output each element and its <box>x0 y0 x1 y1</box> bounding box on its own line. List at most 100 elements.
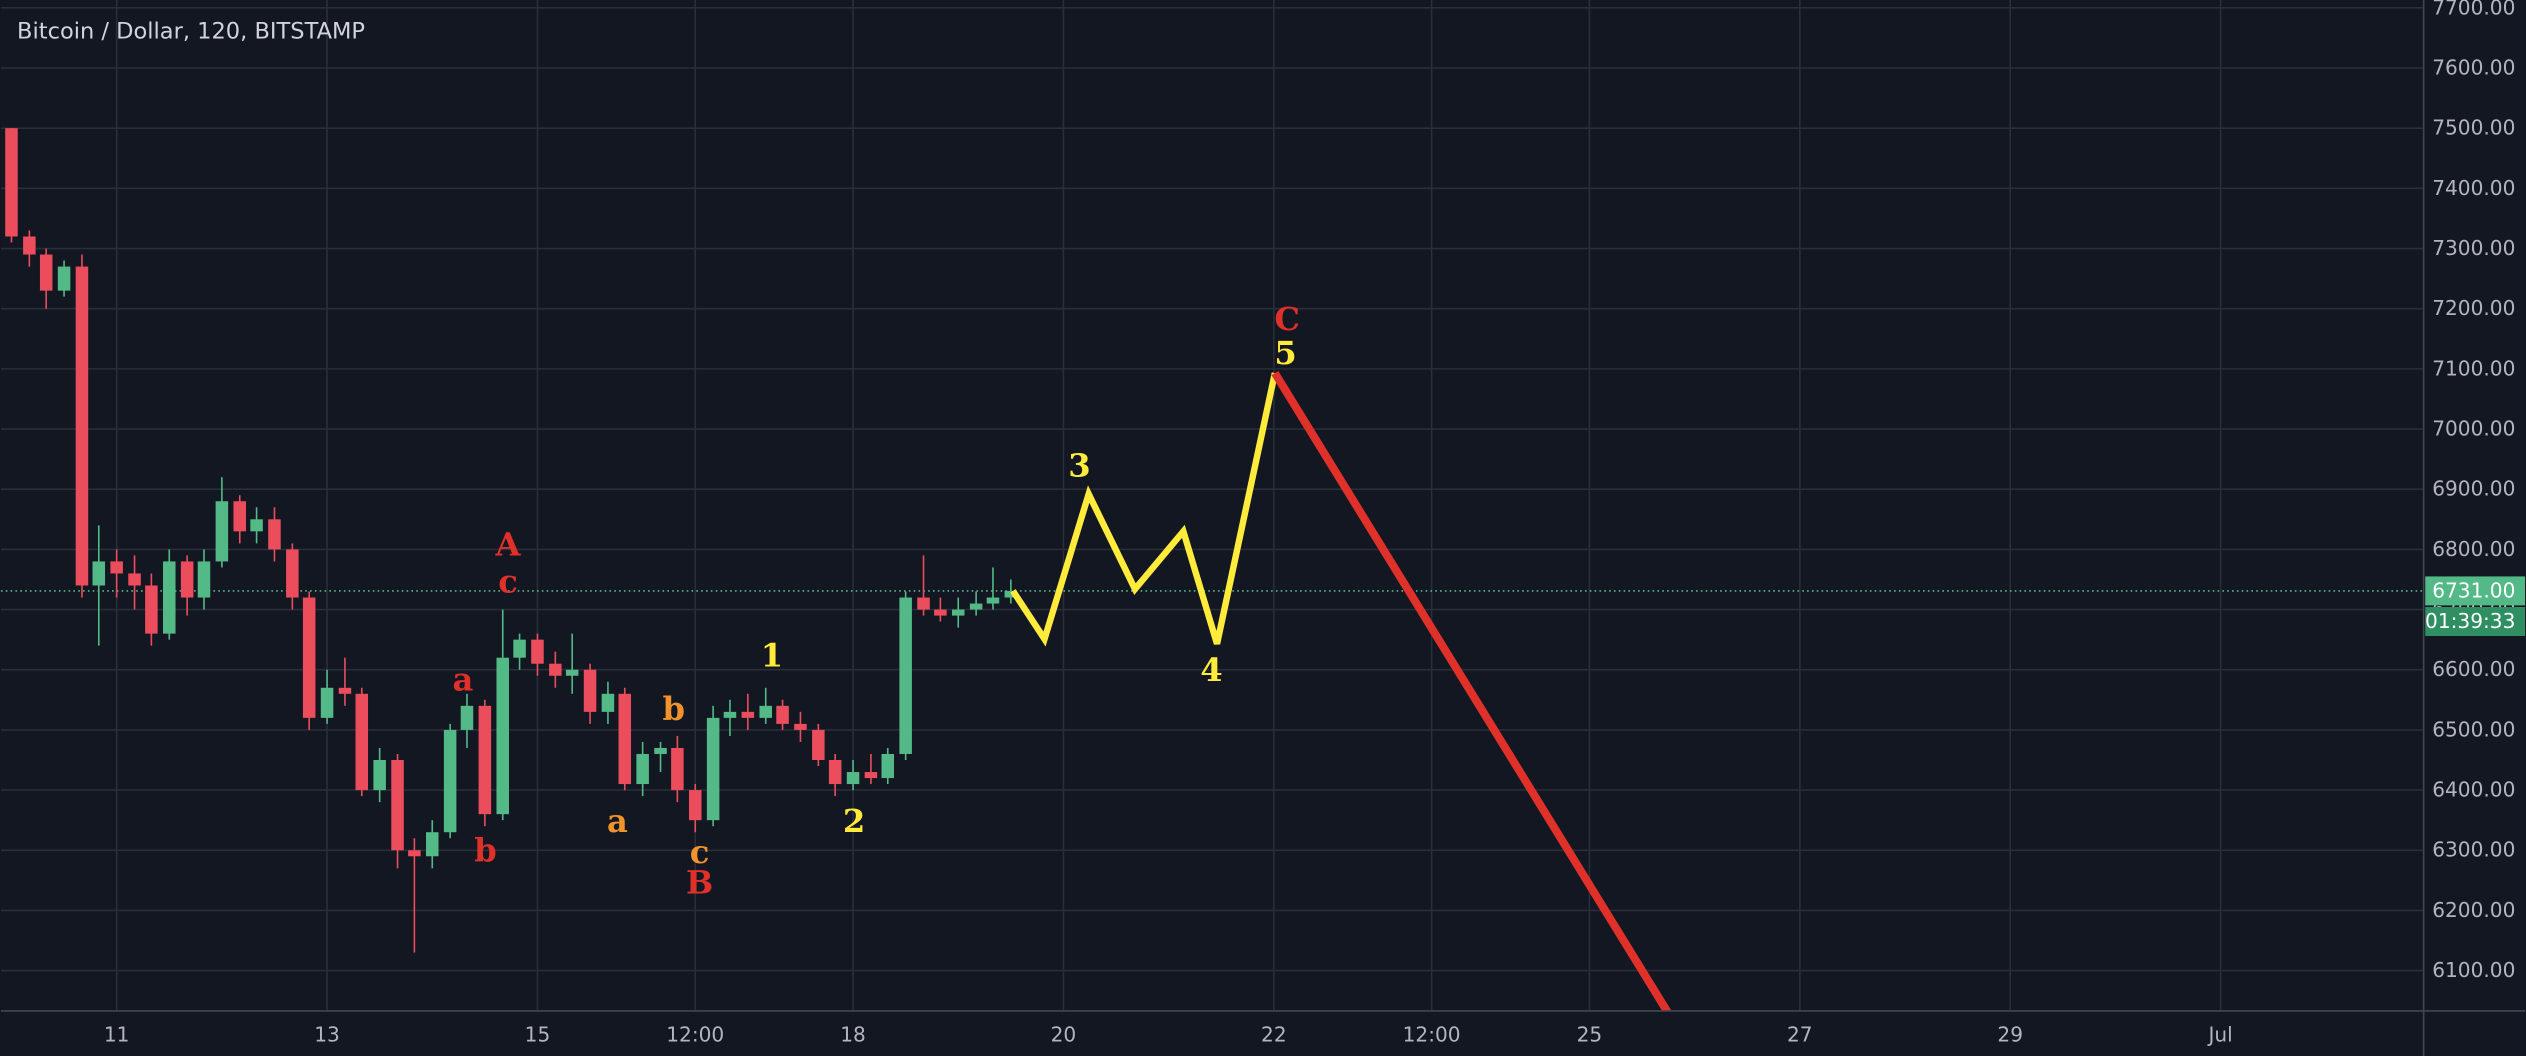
y-tick-label: 7500.00 <box>2432 116 2515 140</box>
candle-body <box>373 760 386 791</box>
y-tick-label: 7200.00 <box>2432 296 2515 320</box>
x-tick-label: 25 <box>1577 1023 1603 1047</box>
countdown-label: 01:39:33 <box>2425 609 2515 633</box>
candle-body <box>145 585 158 634</box>
wave-label: C <box>1274 300 1300 338</box>
y-tick-label: 6900.00 <box>2432 477 2515 501</box>
y-tick-label: 6100.00 <box>2432 958 2515 982</box>
candle-body <box>583 669 597 712</box>
candle-body <box>671 747 684 791</box>
axes: 6100.00 6200.00 6300.00 6400.00 6500.00 6600.… <box>104 0 2526 1047</box>
y-tick-label: 6400.00 <box>2432 778 2515 802</box>
wave-label: b <box>663 690 686 728</box>
candle-body <box>986 597 1000 604</box>
candle-body <box>320 687 334 718</box>
candle-body <box>355 693 369 791</box>
candle-body <box>706 717 720 821</box>
wave-label: c <box>690 833 710 871</box>
wave-label: 2 <box>843 802 865 840</box>
wave-label: 3 <box>1068 446 1090 484</box>
wave-label: 5 <box>1274 334 1296 372</box>
y-tick-label: 7000.00 <box>2432 416 2515 440</box>
overlays <box>1010 370 1672 1011</box>
y-tick-label: 7700.00 <box>2432 0 2515 19</box>
y-tick-label: 6800.00 <box>2432 537 2515 561</box>
x-tick-label: 29 <box>1997 1023 2023 1047</box>
candle-body <box>565 669 579 676</box>
y-tick-label: 7400.00 <box>2432 176 2515 200</box>
candle-body <box>496 657 509 815</box>
last-price-label: 6731.00 <box>2432 578 2515 602</box>
wave-label: A <box>495 525 522 563</box>
last-price-box <box>2425 576 2526 606</box>
candle-body <box>828 760 842 785</box>
candle-body <box>969 603 983 610</box>
candle-body <box>128 573 141 586</box>
candle-body <box>391 760 404 851</box>
y-tick-label: 6600.00 <box>2432 657 2515 681</box>
candle-body <box>688 790 702 821</box>
wave-label: a <box>453 661 474 699</box>
candle-body <box>408 850 421 857</box>
candle-body <box>794 723 807 730</box>
candle-body <box>759 705 772 718</box>
candle-body <box>741 711 755 718</box>
candle-body <box>917 597 930 610</box>
x-tick-label: 18 <box>840 1023 866 1047</box>
candle-body <box>75 266 89 586</box>
candle-body <box>425 832 439 857</box>
candle-body <box>460 705 474 730</box>
candle-body <box>723 711 737 718</box>
wave-projection <box>1010 372 1279 647</box>
candle-body <box>864 772 878 779</box>
candle-body <box>636 753 649 785</box>
x-tick-label: 12:00 <box>666 1023 724 1047</box>
x-tick-label: 22 <box>1261 1023 1287 1047</box>
candle-body <box>934 609 947 616</box>
candle-body <box>601 693 615 712</box>
x-tick-label: 11 <box>104 1023 130 1047</box>
candle-body <box>443 729 457 833</box>
wave-label: 4 <box>1200 651 1222 689</box>
chart-title: Bitcoin / Dollar, 120, BITSTAMP <box>17 19 365 45</box>
candle-body <box>250 519 263 532</box>
candle-body <box>618 693 632 785</box>
y-tick-label: 6300.00 <box>2432 838 2515 862</box>
candle-body <box>180 561 194 598</box>
candle-body <box>57 266 71 291</box>
candle-body <box>846 772 860 785</box>
candle-body <box>268 519 281 550</box>
x-tick-label: 15 <box>525 1023 551 1047</box>
x-tick-label: Jul <box>2206 1023 2232 1047</box>
x-tick-label: 13 <box>314 1023 340 1047</box>
x-tick-label: 12:00 <box>1403 1023 1461 1047</box>
wave-label: a <box>607 802 628 840</box>
candle-body <box>881 753 895 779</box>
wave-label: c <box>498 562 518 600</box>
candle-body <box>1004 590 1018 598</box>
countdown-box <box>2425 607 2526 636</box>
wave-label: B <box>686 863 713 901</box>
candle-body <box>899 597 912 754</box>
candle-body <box>812 729 825 761</box>
candle-body <box>549 663 562 676</box>
candle-body <box>286 549 299 598</box>
grid <box>0 0 2424 1011</box>
x-tick-label: 20 <box>1051 1023 1077 1047</box>
wave-projection <box>1271 370 1672 1011</box>
y-tick-label: 7600.00 <box>2432 55 2515 79</box>
candle-body <box>197 561 211 598</box>
candle-body <box>92 561 106 586</box>
y-tick-label: 7300.00 <box>2432 236 2515 260</box>
candle-body <box>338 687 352 694</box>
y-tick-label: 7100.00 <box>2432 356 2515 380</box>
wave-label: b <box>474 831 497 869</box>
candle-body <box>513 639 526 658</box>
candle-body <box>163 561 176 634</box>
candle-body <box>531 639 544 664</box>
candle-body <box>951 609 965 616</box>
candle-body <box>5 128 18 237</box>
candle-body <box>23 236 36 255</box>
